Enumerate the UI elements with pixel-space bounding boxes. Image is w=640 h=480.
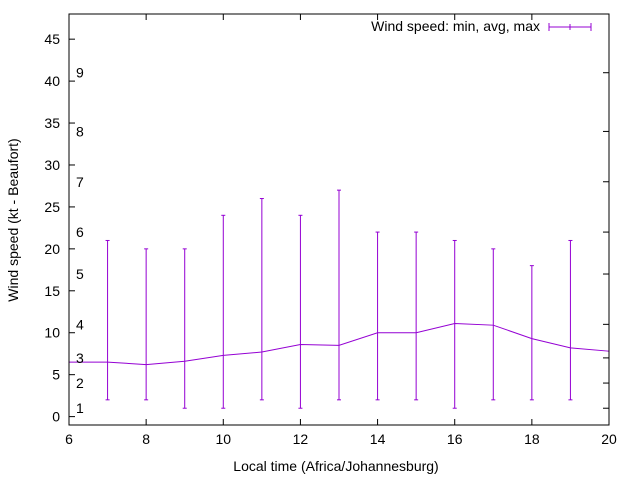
y-tick-label-25: 25 — [44, 199, 60, 215]
x-tick-label-14: 14 — [370, 431, 386, 447]
beaufort-label-9: 9 — [76, 65, 84, 81]
beaufort-label-1: 1 — [76, 400, 84, 416]
plot-frame — [68, 13, 610, 426]
y-tick-label-20: 20 — [44, 241, 60, 257]
x-axis-label: Local time (Africa/Johannesburg) — [233, 458, 438, 474]
y-tick-label-10: 10 — [44, 325, 60, 341]
x-tick-label-8: 8 — [142, 431, 150, 447]
legend-label: Wind speed: min, avg, max — [371, 18, 540, 34]
x-tick-label-6: 6 — [65, 431, 73, 447]
beaufort-label-4: 4 — [76, 316, 84, 332]
x-tick-label-18: 18 — [524, 431, 540, 447]
x-tick-label-10: 10 — [215, 431, 231, 447]
beaufort-label-8: 8 — [76, 123, 84, 139]
beaufort-label-5: 5 — [76, 266, 84, 282]
legend: Wind speed: min, avg, max — [371, 18, 592, 34]
y-tick-label-45: 45 — [44, 31, 60, 47]
x-tick-label-16: 16 — [447, 431, 463, 447]
x-tick-label-20: 20 — [601, 431, 617, 447]
beaufort-label-3: 3 — [76, 350, 84, 366]
beaufort-label-7: 7 — [76, 174, 84, 190]
y-tick-label-5: 5 — [52, 367, 60, 383]
x-tick-label-12: 12 — [293, 431, 309, 447]
y-axis-label: Wind speed (kt - Beaufort) — [5, 138, 21, 301]
beaufort-label-2: 2 — [76, 375, 84, 391]
y-tick-label-15: 15 — [44, 283, 60, 299]
series-layer — [69, 189, 610, 409]
tick-layer — [68, 14, 610, 425]
y-tick-label-40: 40 — [44, 73, 60, 89]
y-tick-label-0: 0 — [52, 409, 60, 425]
beaufort-label-6: 6 — [76, 224, 84, 240]
labels-layer: 6 8 10 12 14 16 18 2005101520253035404512345678… — [44, 31, 617, 447]
y-tick-label-30: 30 — [44, 157, 60, 173]
y-tick-label-35: 35 — [44, 115, 60, 131]
